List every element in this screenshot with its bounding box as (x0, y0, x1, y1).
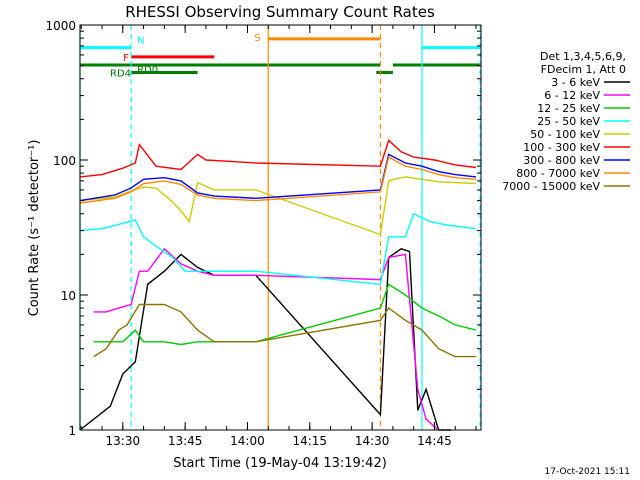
series-line (79, 176, 477, 236)
series-line (79, 156, 477, 204)
legend-label: 100 - 300 keV (523, 141, 600, 154)
legend-label: 300 - 800 keV (523, 154, 600, 167)
x-axis-label: Start Time (19-May-04 13:19:42) (173, 456, 387, 471)
chart-title: RHESSI Observing Summary Count Rates (125, 3, 435, 21)
flags-layer: NF S RD0 RD4 (80, 33, 481, 79)
legend-header: Det 1,3,4,5,6,9, (540, 50, 626, 63)
y-axis-label: Count Rate (s⁻¹ detector⁻¹) (27, 140, 42, 317)
x-tick-label: 13:30 (106, 434, 141, 448)
footer-date: 17-Oct-2021 15:11 (545, 467, 630, 477)
series-layer (79, 139, 477, 431)
flag-label: F (123, 53, 129, 64)
y-tick-label: 100 (53, 154, 76, 168)
x-tick-label: 14:30 (355, 434, 390, 448)
y-tick-label: 10 (61, 289, 76, 303)
legend-label: 3 - 6 keV (551, 76, 600, 89)
series-line (93, 303, 476, 358)
legend-label: 6 - 12 keV (544, 89, 600, 102)
series-line (79, 139, 477, 178)
legend-label: 25 - 50 keV (537, 115, 600, 128)
series-line (79, 212, 477, 286)
y-tick-label: 1000 (45, 19, 76, 33)
x-tick-label: 14:15 (292, 434, 327, 448)
legend-header: FDecim 1, Att 0 (541, 63, 626, 76)
legend-label: 50 - 100 keV (530, 128, 600, 141)
x-tick-label: 14:00 (230, 434, 265, 448)
axes-layer: 13:30 13:45 14:00 14:15 14:30 14:45 1 10 100 1000 (45, 19, 482, 448)
plot-frame (79, 24, 482, 431)
flag-label: RD0 (137, 65, 158, 76)
flag-label: N (137, 36, 144, 47)
y-tick-label: 1 (68, 424, 76, 438)
legend-label: 12 - 25 keV (537, 102, 600, 115)
legend-label: 7000 - 15000 keV (502, 180, 600, 193)
legend: Det 1,3,4,5,6,9,FDecim 1, Att 03 - 6 keV… (502, 50, 630, 193)
series-line (79, 153, 477, 202)
legend-label: 800 - 7000 keV (516, 167, 600, 180)
flag-label: RD4 (110, 68, 131, 79)
flag-label: S (254, 33, 260, 44)
x-tick-label: 13:45 (168, 434, 203, 448)
x-tick-label: 14:45 (417, 434, 452, 448)
